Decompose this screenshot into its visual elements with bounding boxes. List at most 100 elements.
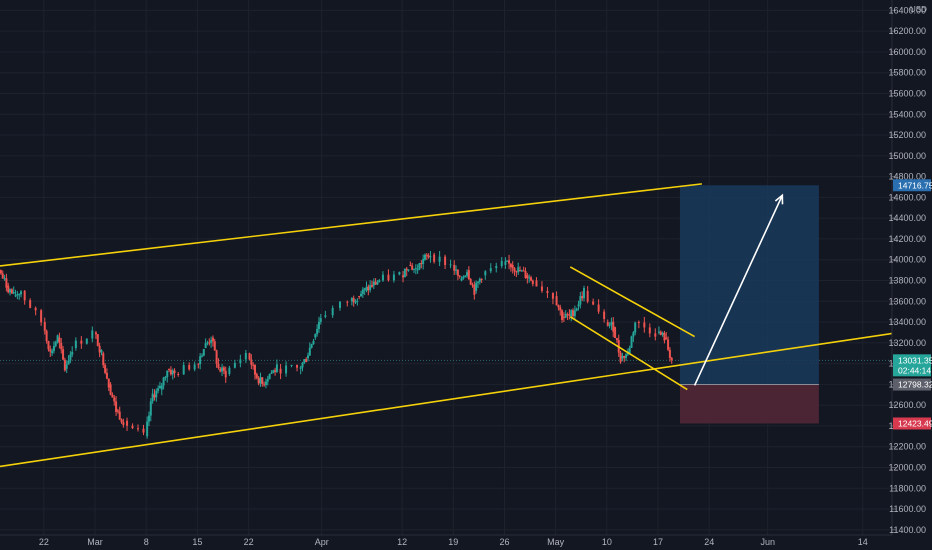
candle-body — [365, 286, 368, 291]
projection-arrow-head — [774, 193, 784, 205]
candle-body — [566, 314, 569, 316]
candle-body — [9, 289, 12, 293]
candle-body — [546, 290, 549, 294]
candle-body — [109, 384, 112, 395]
time-axis[interactable]: 22 Mar 8 15 22 Apr 12 19 26 May 10 17 24 Jun 14 — [0, 534, 932, 550]
candle-body — [529, 277, 532, 281]
upper-channel-line — [0, 183, 702, 267]
candle-body — [164, 377, 167, 379]
candle-body — [224, 370, 227, 378]
candles-layer — [0, 251, 673, 439]
candle-body — [665, 337, 668, 340]
x-tick-label: 14 — [858, 537, 868, 547]
y-tick-label: 16200.00 — [888, 26, 926, 36]
candle-body — [91, 330, 94, 339]
candle-body — [177, 373, 180, 375]
candle-body — [466, 272, 469, 276]
x-tick-label: 24 — [704, 537, 714, 547]
candle-body — [630, 336, 633, 348]
candle-body — [252, 364, 255, 366]
candle-body — [169, 369, 172, 375]
candle-body — [188, 365, 191, 370]
candle-body — [438, 256, 441, 262]
candle-body — [12, 291, 15, 294]
y-tick-label: 16400.00 — [888, 5, 926, 15]
candle-body — [104, 365, 107, 373]
candle-body — [217, 363, 220, 368]
candle-body — [29, 300, 32, 308]
candle-body — [623, 355, 626, 358]
candle-body — [350, 298, 353, 302]
price-axis[interactable]: USD 11400.00 11600.00 11800.00 12000.00 1220… — [888, 0, 932, 550]
candle-body — [409, 264, 412, 266]
candle-body — [166, 370, 169, 378]
entry-price-label: 12798.32 — [898, 380, 932, 390]
candle-body — [122, 422, 125, 426]
trendlines-layer[interactable] — [0, 183, 893, 468]
candle-body — [16, 294, 19, 296]
x-tick-label: 26 — [499, 537, 509, 547]
candle-body — [478, 278, 481, 282]
candle-body — [422, 258, 425, 264]
candle-body — [233, 363, 236, 368]
candle-body — [142, 428, 145, 433]
candle-body — [475, 282, 478, 291]
bar-countdown-label: 02:44:14 — [898, 365, 931, 375]
candle-body — [58, 337, 61, 343]
candle-body — [577, 304, 580, 307]
candle-body — [210, 340, 213, 343]
x-tick-label: May — [547, 537, 565, 547]
candle-body — [531, 280, 534, 285]
x-tick-label: 22 — [244, 537, 254, 547]
candle-body — [111, 394, 114, 398]
y-tick-label: 11800.00 — [889, 483, 926, 493]
candle-body — [199, 356, 202, 365]
candle-body — [663, 332, 666, 341]
candle-body — [625, 354, 628, 358]
candle-body — [621, 355, 624, 359]
candle-body — [158, 385, 161, 389]
candle-body — [317, 321, 320, 329]
candle-body — [670, 357, 673, 361]
candle-body — [495, 266, 498, 269]
candle-body — [228, 367, 231, 374]
candle-body — [370, 285, 373, 287]
candle-body — [413, 268, 416, 270]
candle-body — [204, 343, 207, 349]
candle-body — [559, 307, 562, 311]
candle-body — [305, 359, 308, 362]
candle-body — [290, 364, 293, 366]
candle-body — [266, 379, 269, 382]
target-zone — [679, 185, 819, 385]
x-tick-label: 12 — [397, 537, 407, 547]
candle-body — [200, 355, 203, 357]
candle-body — [105, 372, 108, 379]
stop-price-label: 12423.49 — [898, 418, 932, 428]
candle-body — [407, 269, 410, 271]
long-position-zones[interactable] — [679, 185, 819, 424]
candle-body — [378, 280, 381, 283]
candle-body — [517, 267, 520, 273]
candle-body — [528, 277, 531, 279]
candle-body — [49, 349, 52, 352]
candle-body — [464, 275, 467, 277]
candle-body — [615, 338, 618, 341]
candle-body — [147, 415, 150, 422]
candle-body — [94, 332, 97, 335]
y-tick-label: 12600.00 — [888, 400, 926, 410]
candle-body — [579, 296, 582, 305]
candle-body — [509, 263, 512, 268]
candle-body — [113, 397, 116, 402]
candle-body — [312, 340, 315, 345]
candle-body — [255, 373, 258, 379]
candle-body — [279, 368, 282, 374]
candle-body — [612, 321, 615, 332]
candle-body — [524, 271, 527, 279]
candle-body — [392, 274, 395, 281]
candle-body — [508, 260, 511, 264]
candle-body — [416, 269, 419, 271]
candle-body — [319, 318, 322, 322]
candle-body — [324, 315, 327, 317]
